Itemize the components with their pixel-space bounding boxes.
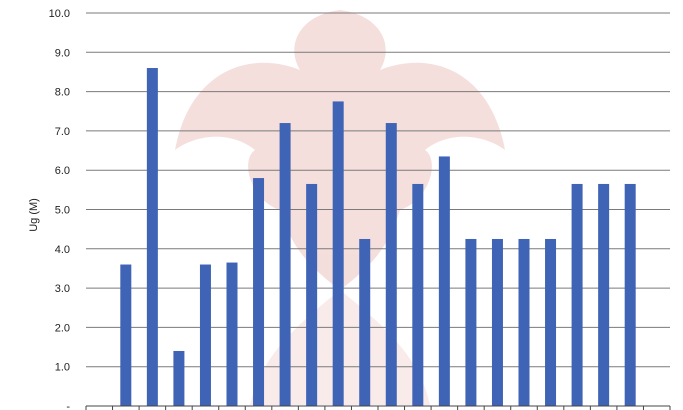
bar: [253, 178, 265, 406]
y-tick-label: 2.0: [55, 322, 70, 334]
bar: [518, 238, 530, 406]
y-tick-label: 7.0: [55, 126, 70, 138]
bar: [598, 183, 610, 406]
bar: [465, 238, 477, 406]
y-axis-ticks: 10.0 9.0 8.0 7.0 6.0 5.0 4.0 3.0 2.0 1.0 -: [49, 8, 71, 410]
y-tick-label: 6.0: [55, 165, 70, 177]
bar: [385, 123, 397, 406]
bar: [412, 183, 424, 406]
bar: [624, 183, 636, 406]
y-tick-label: 10.0: [49, 8, 70, 20]
y-axis-label: Ug (M): [28, 198, 40, 232]
y-tick-label: -: [66, 401, 70, 410]
bar: [306, 183, 318, 406]
y-tick-label: 3.0: [55, 283, 70, 295]
bar: [226, 262, 238, 406]
bar: [491, 238, 503, 406]
y-tick-label: 8.0: [55, 87, 70, 99]
bar: [173, 350, 185, 406]
bar: [359, 238, 371, 406]
bar: [571, 183, 583, 406]
y-tick-label: 4.0: [55, 244, 70, 256]
bar: [545, 238, 557, 406]
bar: [120, 264, 132, 406]
y-tick-label: 5.0: [55, 205, 70, 217]
bars: [120, 68, 636, 407]
bar: [146, 68, 158, 407]
bar: [279, 123, 291, 406]
bar: [199, 264, 211, 406]
y-tick-label: 1.0: [55, 362, 70, 374]
bar: [332, 101, 344, 407]
y-tick-label: 9.0: [55, 47, 70, 59]
bar: [438, 156, 450, 406]
x-axis-ticks: [85, 406, 671, 410]
